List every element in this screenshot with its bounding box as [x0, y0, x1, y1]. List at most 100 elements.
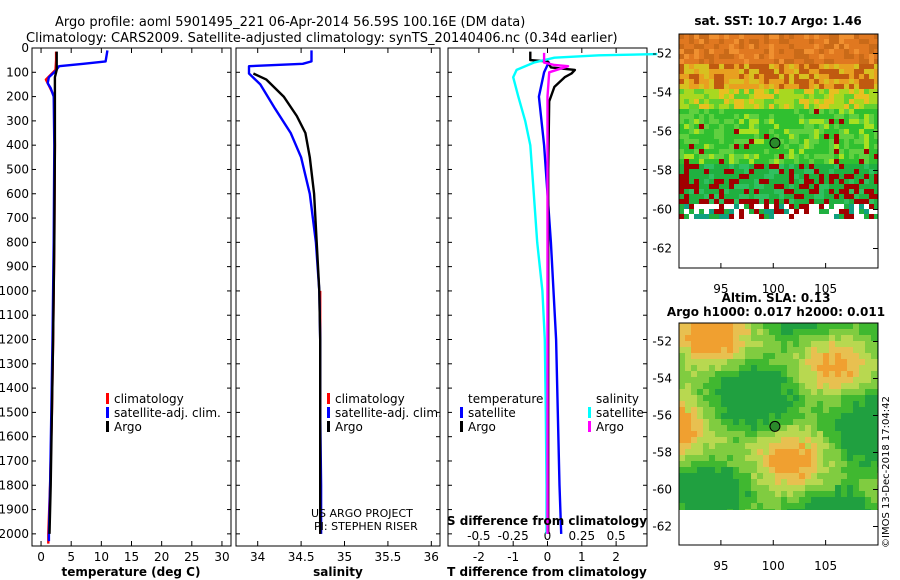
sst-cell	[799, 79, 804, 84]
sst-cell	[814, 199, 819, 204]
sst-cell	[809, 129, 814, 134]
sla-cell	[691, 509, 697, 510]
sla-cell	[703, 497, 709, 503]
sla-cell	[685, 437, 691, 443]
legend-swatch-t-argo	[460, 421, 463, 432]
sla-cell	[775, 341, 781, 347]
sla-cell	[679, 359, 685, 365]
sst-cell	[714, 99, 719, 104]
sst-cell	[844, 164, 849, 169]
sla-cell	[829, 329, 835, 335]
sla-cell	[727, 353, 733, 359]
sst-cell	[839, 99, 844, 104]
sla-cell	[799, 371, 805, 377]
sst-cell	[764, 214, 769, 219]
sla-cell	[859, 497, 865, 503]
sst-cell	[824, 114, 829, 119]
sst-cell	[749, 204, 754, 209]
sst-cell	[869, 59, 874, 64]
sst-cell	[774, 79, 779, 84]
sst-cell	[749, 139, 754, 144]
sla-cell	[793, 371, 799, 377]
sla-cell	[823, 347, 829, 353]
sst-cell	[709, 174, 714, 179]
sla-cell	[739, 395, 745, 401]
sst-cell	[684, 64, 689, 69]
sst-cell	[874, 89, 878, 94]
sst-cell	[684, 169, 689, 174]
sst-cell	[679, 124, 684, 129]
sst-cell	[749, 44, 754, 49]
sst-cell	[724, 74, 729, 79]
sla-cell	[811, 347, 817, 353]
sla-cell	[715, 425, 721, 431]
sla-cell	[763, 407, 769, 413]
sst-cell	[724, 34, 729, 39]
sst-cell	[709, 129, 714, 134]
sla-cell	[751, 407, 757, 413]
sst-cell	[714, 94, 719, 99]
sla-cell	[835, 359, 841, 365]
sla-cell	[751, 449, 757, 455]
sst-cell	[759, 124, 764, 129]
sla-cell	[691, 461, 697, 467]
sla-cell	[817, 329, 823, 335]
sla-cell	[871, 455, 877, 461]
sla-cell	[859, 455, 865, 461]
sla-cell	[811, 353, 817, 359]
sst-cell	[739, 134, 744, 139]
sst-cell	[714, 124, 719, 129]
sla-cell	[799, 497, 805, 503]
sst-cell	[714, 69, 719, 74]
sst-cell	[759, 179, 764, 184]
sst-cell	[809, 84, 814, 89]
sla-cell	[817, 479, 823, 485]
sst-cell	[779, 114, 784, 119]
sst-cell	[764, 59, 769, 64]
sst-cell	[699, 174, 704, 179]
sla-cell	[799, 503, 805, 509]
sla-cell	[811, 497, 817, 503]
sla-cell	[715, 413, 721, 419]
sst-cell	[779, 59, 784, 64]
sla-cell	[709, 383, 715, 389]
sla-cell	[865, 449, 871, 455]
sst-cell	[839, 174, 844, 179]
sla-cell	[685, 365, 691, 371]
sst-cell	[789, 169, 794, 174]
sla-cell	[835, 425, 841, 431]
sst-cell	[839, 209, 844, 214]
sst-cell	[814, 154, 819, 159]
sst-cell	[704, 199, 709, 204]
sst-cell	[824, 134, 829, 139]
sst-cell	[819, 99, 824, 104]
sst-cell	[869, 99, 874, 104]
sla-cell	[865, 467, 871, 473]
sla-cell	[799, 479, 805, 485]
sst-cell	[804, 54, 809, 59]
sst-cell	[699, 214, 704, 219]
sst-cell	[744, 179, 749, 184]
sla-cell	[787, 503, 793, 509]
sst-cell	[839, 44, 844, 49]
sst-cell	[814, 114, 819, 119]
sla-cell	[697, 365, 703, 371]
sla-cell	[745, 401, 751, 407]
sla-cell	[775, 473, 781, 479]
sla-cell	[847, 473, 853, 479]
sla-cell	[859, 473, 865, 479]
sla-cell	[679, 335, 685, 341]
sst-cell	[779, 164, 784, 169]
sst-cell	[759, 149, 764, 154]
sst-cell	[734, 114, 739, 119]
sla-cell	[805, 467, 811, 473]
sla-cell	[697, 341, 703, 347]
sst-cell	[779, 189, 784, 194]
sst-cell	[869, 204, 874, 209]
sla-cell	[679, 467, 685, 473]
sla-cell	[781, 443, 787, 449]
depth-tick-label: 1600	[0, 430, 29, 444]
sst-cell	[859, 59, 864, 64]
sst-cell	[784, 144, 789, 149]
sst-cell	[804, 104, 809, 109]
